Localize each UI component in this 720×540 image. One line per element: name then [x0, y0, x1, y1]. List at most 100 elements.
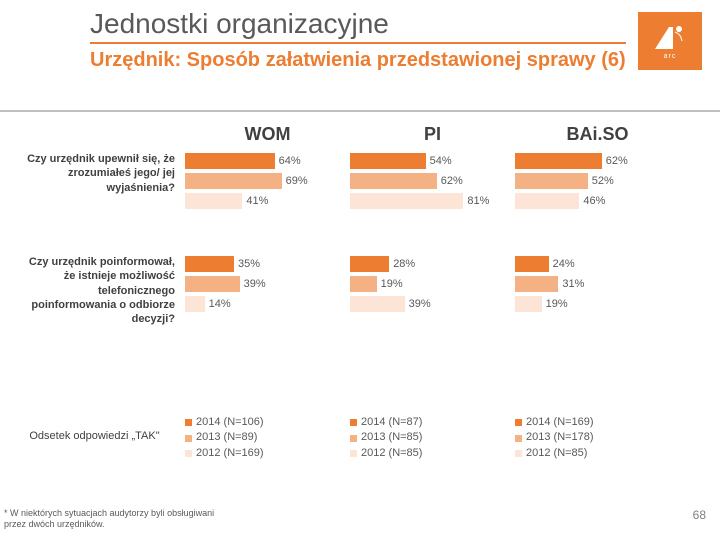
- bar-value-label: 46%: [583, 195, 605, 207]
- legend-item: 2013 (N=178): [515, 430, 680, 445]
- question-row-1: Czy urzędnik upewnił się, że zrozumiałeś…: [0, 152, 720, 212]
- bar-row: 64%: [185, 152, 325, 170]
- bar: [350, 153, 426, 169]
- legend-text: 2013 (N=85): [361, 430, 422, 445]
- bar-value-label: 52%: [592, 175, 614, 187]
- question-label: Czy urzędnik upewnił się, że zrozumiałeś…: [0, 152, 185, 212]
- legend-text: 2014 (N=106): [196, 415, 264, 430]
- bars-q2-baiso: 24% 31% 19%: [515, 255, 680, 326]
- page-number: 68: [693, 508, 706, 522]
- bar: [350, 276, 377, 292]
- bar-value-label: 69%: [286, 175, 308, 187]
- legend-text: 2014 (N=87): [361, 415, 422, 430]
- bars-q1-wom: 64% 69% 41%: [185, 152, 350, 212]
- bar-value-label: 19%: [381, 278, 403, 290]
- bar: [350, 296, 405, 312]
- legend-swatch: [350, 435, 357, 442]
- bar-value-label: 64%: [279, 155, 301, 167]
- response-pct-label: Odsetek odpowiedzi „TAK": [12, 430, 177, 442]
- legend-item: 2014 (N=169): [515, 415, 680, 430]
- col-header-pi: PI: [350, 124, 515, 145]
- bar-row: 54%: [350, 152, 490, 170]
- bar-value-label: 31%: [562, 278, 584, 290]
- legend-item: 2012 (N=85): [515, 446, 680, 461]
- bar: [515, 256, 549, 272]
- col-header-wom: WOM: [185, 124, 350, 145]
- bar: [350, 173, 437, 189]
- question-row-2: Czy urzędnik poinformował, że istnieje m…: [0, 255, 720, 326]
- bar-row: 24%: [515, 255, 655, 273]
- legend-item: 2013 (N=89): [185, 430, 350, 445]
- arc-logo: arc: [638, 12, 702, 70]
- bar-value-label: 14%: [209, 298, 231, 310]
- bar: [515, 296, 542, 312]
- bars-q1-pi: 54% 62% 81%: [350, 152, 515, 212]
- bars-q2-wom: 35% 39% 14%: [185, 255, 350, 326]
- logo-text: arc: [664, 53, 677, 60]
- bar-row: 69%: [185, 172, 325, 190]
- legend-swatch: [515, 435, 522, 442]
- bar-value-label: 28%: [393, 258, 415, 270]
- bar-row: 81%: [350, 192, 490, 210]
- legend-baiso: 2014 (N=169)2013 (N=178)2012 (N=85): [515, 415, 680, 461]
- bar: [515, 153, 602, 169]
- legend-item: 2013 (N=85): [350, 430, 515, 445]
- bar: [350, 256, 389, 272]
- bar-row: 62%: [515, 152, 655, 170]
- legend-text: 2012 (N=85): [526, 446, 587, 461]
- legend-item: 2012 (N=169): [185, 446, 350, 461]
- bar-value-label: 62%: [441, 175, 463, 187]
- legend-text: 2012 (N=169): [196, 446, 264, 461]
- legend-swatch: [515, 419, 522, 426]
- bar: [515, 173, 588, 189]
- header-rule: [0, 110, 720, 112]
- bar-value-label: 24%: [553, 258, 575, 270]
- col-header-baiso: BAi.SO: [515, 124, 680, 145]
- footnote: * W niektórych sytuacjach audytorzy byli…: [4, 508, 234, 530]
- bar-value-label: 81%: [467, 195, 489, 207]
- bar-row: 39%: [350, 295, 490, 313]
- bar: [515, 276, 558, 292]
- bar: [185, 193, 242, 209]
- slide-subtitle: Urzędnik: Sposób załatwienia przedstawio…: [90, 48, 626, 72]
- legend-text: 2014 (N=169): [526, 415, 594, 430]
- legend-pi: 2014 (N=87)2013 (N=85)2012 (N=85): [350, 415, 515, 461]
- legend-wom: 2014 (N=106)2013 (N=89)2012 (N=169): [185, 415, 350, 461]
- legend-swatch: [515, 450, 522, 457]
- legend-text: 2013 (N=178): [526, 430, 594, 445]
- column-headers: WOM PI BAi.SO: [0, 124, 720, 145]
- bar-value-label: 39%: [409, 298, 431, 310]
- bar-row: 41%: [185, 192, 325, 210]
- bar-row: 46%: [515, 192, 655, 210]
- bar-value-label: 35%: [238, 258, 260, 270]
- bar-row: 31%: [515, 275, 655, 293]
- bar-row: 14%: [185, 295, 325, 313]
- legend-swatch: [350, 419, 357, 426]
- bar-row: 28%: [350, 255, 490, 273]
- bar-row: 19%: [515, 295, 655, 313]
- bar-value-label: 62%: [606, 155, 628, 167]
- legend-text: 2012 (N=85): [361, 446, 422, 461]
- bar: [185, 296, 205, 312]
- bar: [185, 153, 275, 169]
- bar-value-label: 41%: [246, 195, 268, 207]
- bar-value-label: 39%: [244, 278, 266, 290]
- bar: [515, 193, 579, 209]
- bar-row: 35%: [185, 255, 325, 273]
- bar-row: 19%: [350, 275, 490, 293]
- bar: [350, 193, 463, 209]
- bar: [185, 173, 282, 189]
- legend-text: 2013 (N=89): [196, 430, 257, 445]
- legend-item: 2014 (N=106): [185, 415, 350, 430]
- bar-row: 52%: [515, 172, 655, 190]
- question-label: Czy urzędnik poinformował, że istnieje m…: [0, 255, 185, 326]
- bar-row: 39%: [185, 275, 325, 293]
- bars-q2-pi: 28% 19% 39%: [350, 255, 515, 326]
- legend-item: 2014 (N=87): [350, 415, 515, 430]
- bar-value-label: 54%: [430, 155, 452, 167]
- bars-q1-baiso: 62% 52% 46%: [515, 152, 680, 212]
- legend-item: 2012 (N=85): [350, 446, 515, 461]
- legend-swatch: [350, 450, 357, 457]
- bar-row: 62%: [350, 172, 490, 190]
- legend-swatch: [185, 419, 192, 426]
